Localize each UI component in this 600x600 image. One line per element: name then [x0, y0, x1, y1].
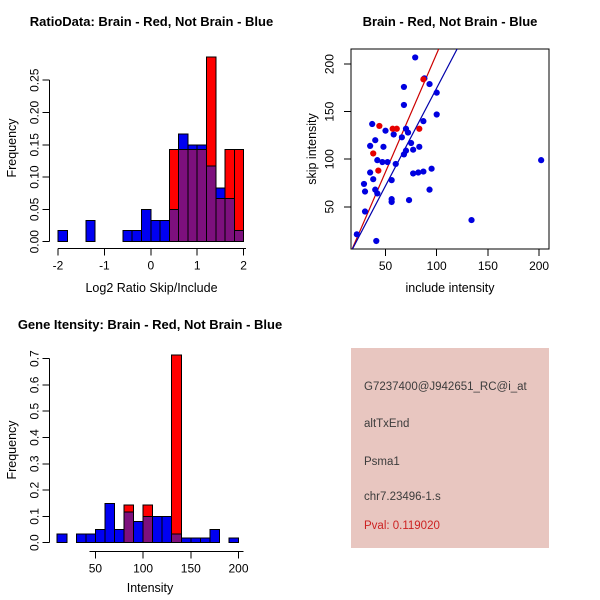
gene-hist-title: Gene Itensity: Brain - Red, Not Brain - … [18, 317, 282, 332]
svg-text:100: 100 [323, 149, 337, 169]
svg-text:200: 200 [323, 54, 337, 74]
svg-text:0.5: 0.5 [27, 403, 41, 420]
scatter-ylabel: skip intensity [305, 112, 319, 184]
scatter-xlabel: include intensity [406, 281, 496, 295]
svg-text:0.1: 0.1 [27, 508, 41, 525]
svg-text:50: 50 [89, 562, 103, 576]
svg-text:0.0: 0.0 [27, 534, 41, 551]
svg-text:50: 50 [323, 200, 337, 214]
svg-text:150: 150 [323, 101, 337, 121]
svg-text:2: 2 [240, 258, 247, 272]
info-probe-id: G7237400@J942651_RC@i_at [364, 381, 527, 393]
gene-hist-plot-area: 0.0 0.1 0.2 0.3 0.4 0.5 0.6 0.7 50 100 150 200 [27, 350, 249, 576]
svg-text:0.15: 0.15 [27, 133, 41, 157]
info-pval: Pval: 0.119020 [364, 520, 440, 532]
svg-text:-1: -1 [99, 258, 110, 272]
svg-text:-2: -2 [53, 258, 64, 272]
panel-gene-intensity-histogram: 0.0 0.1 0.2 0.3 0.4 0.5 0.6 0.7 50 100 150 200 Gene… [5, 317, 282, 595]
svg-text:0.7: 0.7 [27, 350, 41, 367]
info-event-type: altTxEnd [364, 418, 410, 430]
svg-text:0.6: 0.6 [27, 376, 41, 393]
svg-text:100: 100 [133, 562, 153, 576]
svg-text:0.20: 0.20 [27, 100, 41, 124]
panel-intensity-scatter: 50 100 150 200 50 100 150 200 Brain - Red, Not … [305, 14, 550, 295]
gene-hist-ylabel: Frequency [5, 420, 19, 480]
svg-text:150: 150 [181, 562, 201, 576]
svg-text:0: 0 [147, 258, 154, 272]
info-gene-name: Psma1 [364, 456, 400, 468]
svg-text:0.00: 0.00 [27, 230, 41, 254]
svg-text:50: 50 [379, 259, 393, 273]
ratio-hist-plot-area: 0.00 0.05 0.10 0.15 0.20 0.25 -2 -1 0 1 2 [27, 56, 247, 272]
svg-text:200: 200 [529, 259, 549, 273]
svg-text:0.25: 0.25 [27, 68, 41, 92]
svg-text:0.05: 0.05 [27, 197, 41, 221]
gene-hist-xlabel: Intensity [127, 581, 174, 595]
svg-text:0.3: 0.3 [27, 455, 41, 472]
ratio-hist-title: RatioData: Brain - Red, Not Brain - Blue [30, 14, 273, 29]
info-box: G7237400@J942651_RC@i_at altTxEnd Psma1 … [351, 348, 549, 548]
ratio-hist-ylabel: Frequency [5, 118, 19, 178]
panel-info: G7237400@J942651_RC@i_at altTxEnd Psma1 … [300, 300, 600, 600]
svg-text:1: 1 [194, 258, 201, 272]
ratio-hist-xlabel: Log2 Ratio Skip/Include [85, 281, 217, 295]
scatter-plot-area: 50 100 150 200 50 100 150 200 [323, 48, 550, 273]
panel-ratio-histogram: 0.00 0.05 0.10 0.15 0.20 0.25 -2 -1 0 1 2 RatioDat… [5, 14, 273, 295]
svg-text:200: 200 [228, 562, 248, 576]
svg-text:0.4: 0.4 [27, 429, 41, 446]
info-location: chr7.23496-1.s [364, 491, 441, 503]
svg-text:0.10: 0.10 [27, 165, 41, 189]
svg-text:100: 100 [427, 259, 447, 273]
svg-text:150: 150 [478, 259, 498, 273]
svg-text:0.2: 0.2 [27, 481, 41, 498]
scatter-title: Brain - Red, Not Brain - Blue [363, 14, 538, 29]
